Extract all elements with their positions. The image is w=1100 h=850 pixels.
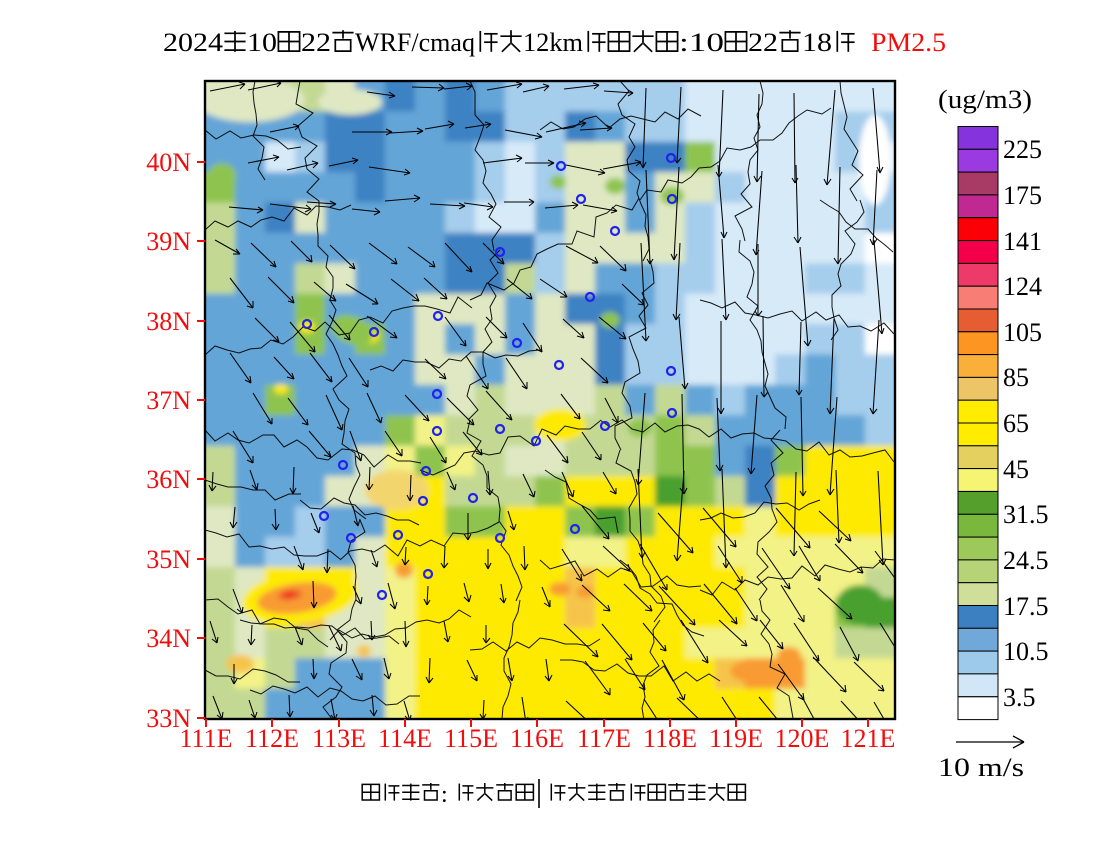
svg-text:2024: 2024: [163, 28, 223, 57]
svg-text:45: 45: [1003, 455, 1029, 484]
svg-text:PM2.5: PM2.5: [871, 28, 946, 57]
svg-text:22: 22: [301, 28, 331, 57]
svg-text:120E: 120E: [775, 724, 830, 753]
svg-text:40N: 40N: [146, 148, 191, 177]
svg-text:115E: 115E: [444, 724, 498, 753]
svg-text:34N: 34N: [146, 624, 191, 653]
svg-text:141: 141: [1003, 227, 1042, 256]
svg-text:111E: 111E: [180, 724, 233, 753]
svg-text:85: 85: [1003, 363, 1029, 392]
svg-text:WRF/cmaq: WRF/cmaq: [355, 28, 475, 57]
svg-text:113E: 113E: [312, 724, 366, 753]
svg-text:24.5: 24.5: [1003, 546, 1049, 575]
svg-text::10: :10: [679, 28, 724, 57]
svg-text:117E: 117E: [577, 724, 631, 753]
svg-text:31.5: 31.5: [1003, 500, 1049, 529]
svg-text:105: 105: [1003, 318, 1042, 347]
svg-text:225: 225: [1003, 135, 1042, 164]
svg-text:121E: 121E: [841, 724, 896, 753]
svg-text:114E: 114E: [378, 724, 432, 753]
svg-text:35N: 35N: [146, 545, 191, 574]
svg-text:10.5: 10.5: [1003, 637, 1049, 666]
svg-text:119E: 119E: [709, 724, 763, 753]
svg-text:10: 10: [247, 28, 277, 57]
svg-text:37N: 37N: [146, 386, 191, 415]
svg-text:112E: 112E: [245, 724, 299, 753]
svg-text:118E: 118E: [643, 724, 697, 753]
svg-text:36N: 36N: [146, 465, 191, 494]
svg-text:175: 175: [1003, 181, 1042, 210]
svg-text:3.5: 3.5: [1003, 683, 1036, 712]
svg-text:39N: 39N: [146, 227, 191, 256]
svg-text:116E: 116E: [510, 724, 564, 753]
svg-text::: :: [441, 782, 448, 808]
svg-text:10 m/s: 10 m/s: [938, 753, 1024, 782]
svg-text:(ug/m3): (ug/m3): [938, 85, 1032, 114]
svg-text:18: 18: [802, 28, 832, 57]
svg-text:22: 22: [748, 28, 778, 57]
svg-text:17.5: 17.5: [1003, 592, 1049, 621]
svg-text:65: 65: [1003, 409, 1029, 438]
svg-text:38N: 38N: [146, 307, 191, 336]
svg-text:124: 124: [1003, 272, 1042, 301]
svg-text:33N: 33N: [146, 704, 191, 733]
svg-text:12km: 12km: [523, 28, 583, 57]
